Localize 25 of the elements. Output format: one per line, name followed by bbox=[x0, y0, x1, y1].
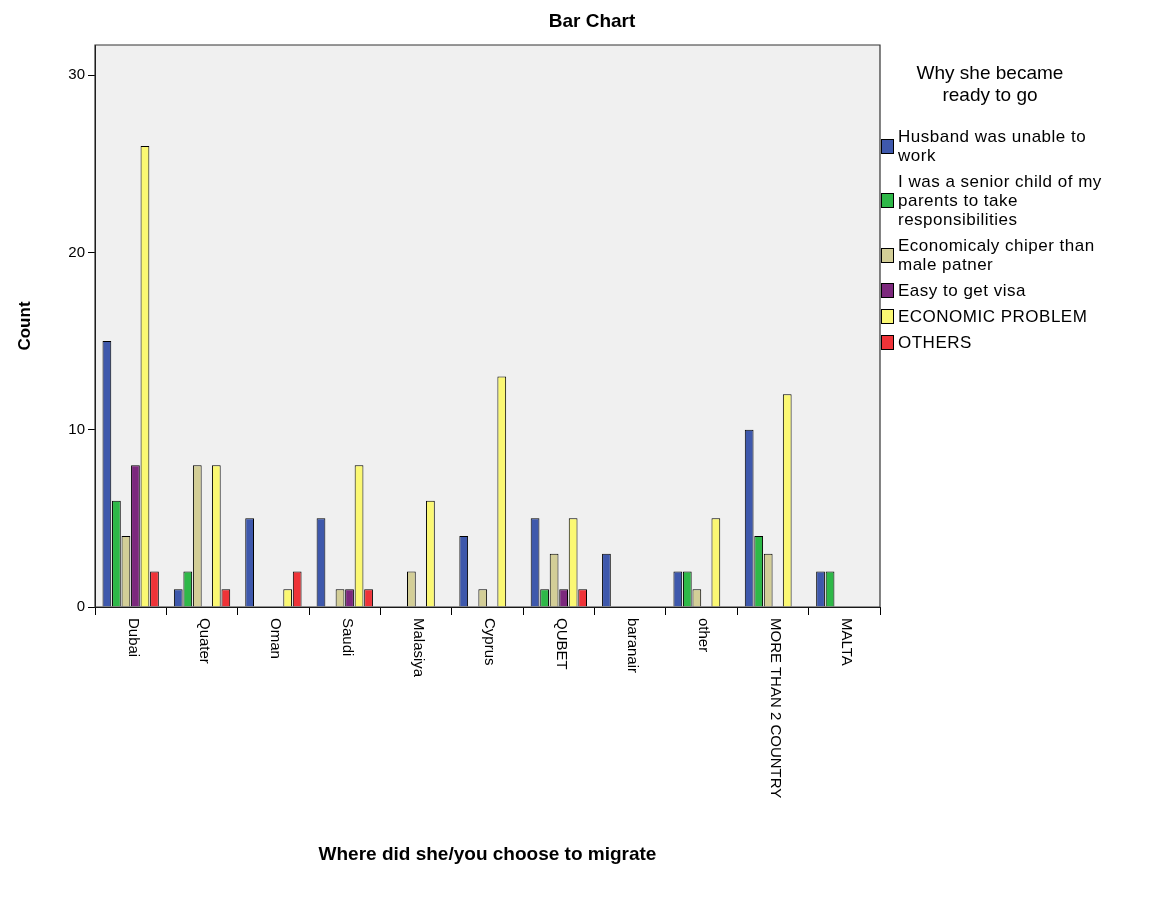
x-tick-label: other bbox=[696, 618, 714, 653]
x-tick-label: QUBET bbox=[553, 618, 571, 670]
x-tick-label: Cyprus bbox=[482, 618, 500, 666]
legend-label: Economicaly chiper than male patner bbox=[898, 236, 1096, 274]
y-axis-title: Count bbox=[14, 301, 34, 351]
y-tick-label: 10 bbox=[68, 419, 85, 437]
legend-label: Easy to get visa bbox=[898, 281, 1027, 300]
x-tick-label: Dubai bbox=[125, 618, 143, 658]
legend-label: ECONOMIC PROBLEM bbox=[898, 307, 1089, 326]
y-tick-label: 30 bbox=[68, 65, 85, 83]
x-tick-label: baranair bbox=[625, 618, 643, 674]
x-tick-label: MORE THAN 2 COUNTRY bbox=[767, 618, 785, 799]
legend-label: Husband was unable to work bbox=[898, 127, 1088, 165]
x-tick-label: MALTA bbox=[839, 618, 857, 666]
legend-label: I was a senior child of my parents to take responsibilities bbox=[898, 172, 1103, 229]
x-tick-label: Oman bbox=[268, 618, 286, 659]
legend-title: Why she became ready to go bbox=[915, 62, 1065, 106]
legend-label: OTHERS bbox=[898, 333, 973, 352]
x-tick-label: Malasiya bbox=[411, 618, 428, 678]
x-tick-label: Saudi bbox=[339, 618, 357, 657]
y-tick-label: 20 bbox=[68, 242, 85, 260]
y-tick-label: 0 bbox=[76, 597, 85, 615]
chart-title: Bar Chart bbox=[548, 10, 636, 32]
x-axis-title: Where did she/you choose to migrate bbox=[318, 842, 657, 864]
x-tick-label: Quater bbox=[196, 618, 214, 664]
